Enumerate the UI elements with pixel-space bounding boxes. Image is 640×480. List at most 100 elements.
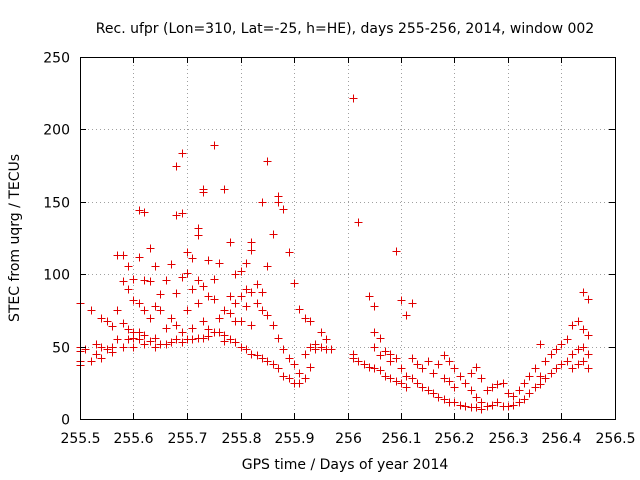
data-point (87, 357, 96, 366)
data-point (557, 340, 566, 349)
data-point (172, 289, 181, 298)
data-point (108, 322, 117, 331)
data-point (269, 230, 278, 239)
data-point (402, 311, 411, 320)
data-point (258, 354, 267, 363)
data-point (450, 383, 459, 392)
data-point (531, 383, 540, 392)
data-point (183, 269, 192, 278)
data-point (124, 262, 133, 271)
data-point (172, 321, 181, 330)
data-point (370, 364, 379, 373)
data-point (231, 270, 240, 279)
data-point (204, 256, 213, 265)
data-point (579, 343, 588, 352)
data-point (162, 324, 171, 333)
data-point (162, 276, 171, 285)
data-point (156, 290, 165, 299)
data-point (231, 299, 240, 308)
data-point (349, 94, 358, 103)
x-tick-label: 255.7 (167, 431, 207, 447)
data-point (360, 360, 369, 369)
data-point (146, 314, 155, 323)
data-point (253, 280, 262, 289)
data-point (151, 262, 160, 271)
grid-lines (80, 57, 615, 419)
data-point (397, 379, 406, 388)
data-point (231, 338, 240, 347)
data-point (434, 360, 443, 369)
data-point (536, 372, 545, 381)
data-point (108, 348, 117, 357)
data-point (258, 288, 267, 297)
data-point (504, 402, 513, 411)
data-point (188, 324, 197, 333)
data-point (467, 369, 476, 378)
data-point (311, 345, 320, 354)
data-point (237, 317, 246, 326)
y-axis-ticks: 0 50 100 150 200 250 (43, 51, 615, 429)
data-point (81, 345, 90, 354)
data-point (525, 389, 534, 398)
data-point (135, 328, 144, 337)
data-point (536, 340, 545, 349)
data-point (579, 325, 588, 334)
data-point (429, 389, 438, 398)
data-point (295, 305, 304, 314)
data-point (124, 285, 133, 294)
data-point (178, 338, 187, 347)
data-point (162, 340, 171, 349)
x-tick-label: 256.4 (541, 431, 581, 447)
data-point (263, 311, 272, 320)
data-point (547, 350, 556, 359)
data-point (370, 328, 379, 337)
data-point (295, 369, 304, 378)
data-point (365, 363, 374, 372)
data-point (408, 299, 417, 308)
data-point (253, 351, 262, 360)
data-point (349, 354, 358, 363)
data-point (167, 338, 176, 347)
data-point (493, 398, 502, 407)
data-point (574, 345, 583, 354)
data-point (392, 377, 401, 386)
data-point (194, 231, 203, 240)
data-point (450, 364, 459, 373)
data-point (199, 334, 208, 343)
x-tick-label: 255.8 (221, 431, 261, 447)
data-point (167, 260, 176, 269)
data-point (178, 273, 187, 282)
data-point (183, 306, 192, 315)
data-point (477, 405, 486, 414)
data-point (434, 393, 443, 402)
data-point (456, 401, 465, 410)
data-point (129, 275, 138, 284)
data-point (269, 360, 278, 369)
data-point (520, 395, 529, 404)
data-point (226, 292, 235, 301)
data-point (285, 354, 294, 363)
data-point (194, 299, 203, 308)
y-axis-label: STEC from uqrg / TECUs (7, 154, 23, 322)
data-point (301, 374, 310, 383)
data-point (584, 350, 593, 359)
data-point (574, 317, 583, 326)
data-point (178, 149, 187, 158)
data-point (290, 360, 299, 369)
data-point (237, 292, 246, 301)
data-point (263, 357, 272, 366)
data-point (204, 325, 213, 334)
data-point (226, 309, 235, 318)
data-point (472, 403, 481, 412)
data-point (135, 299, 144, 308)
data-point (220, 306, 229, 315)
data-point (402, 383, 411, 392)
data-point (579, 357, 588, 366)
data-point (440, 395, 449, 404)
data-point (563, 335, 572, 344)
data-point (124, 335, 133, 344)
y-tick-label: 250 (43, 51, 70, 67)
data-point (247, 246, 256, 255)
x-axis-label: GPS time / Days of year 2014 (242, 457, 449, 473)
data-point (178, 328, 187, 337)
